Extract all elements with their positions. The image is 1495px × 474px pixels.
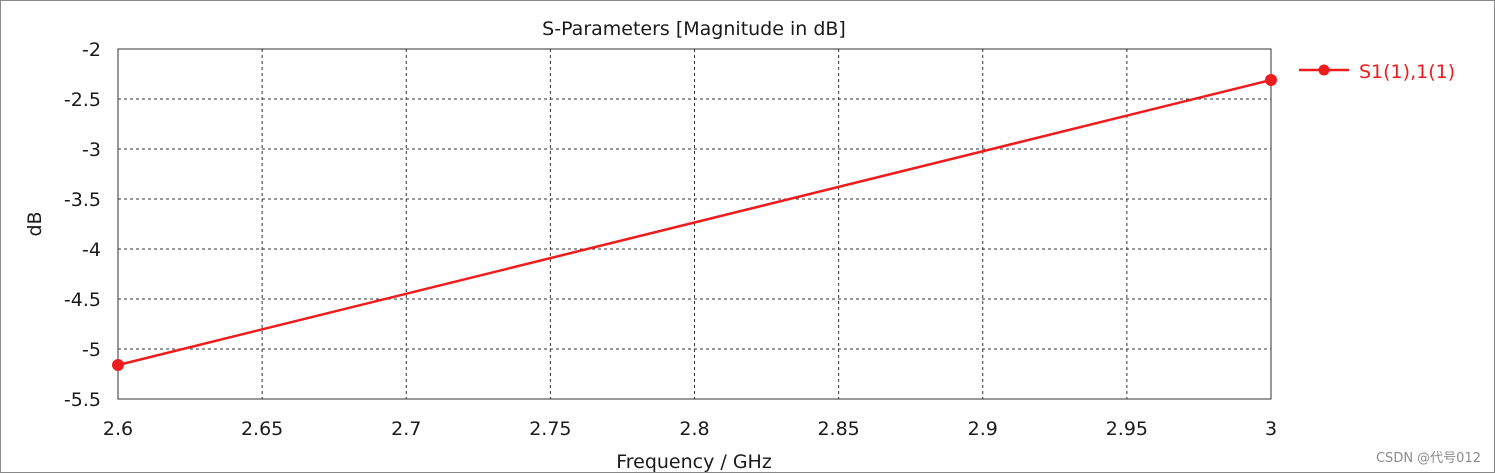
legend-entry-label: S1(1),1(1) <box>1359 61 1455 83</box>
legend[interactable]: S1(1),1(1) <box>1299 61 1455 83</box>
series-endpoint-marker <box>1265 74 1277 86</box>
chart-title: S-Parameters [Magnitude in dB] <box>542 18 846 40</box>
x-tick-label: 2.75 <box>529 418 571 440</box>
x-tick-label: 2.65 <box>241 418 283 440</box>
legend-marker <box>1318 64 1330 76</box>
x-tick-label: 2.8 <box>679 418 709 440</box>
x-tick-labels: 2.6 2.65 2.7 2.75 2.8 2.85 2.9 2.95 3 <box>103 418 1277 440</box>
y-tick-label: -2.5 <box>64 89 101 111</box>
y-axis-label: dB <box>24 211 46 236</box>
y-tick-label: -3 <box>82 139 101 161</box>
watermark: CSDN @代号012 <box>1376 451 1481 466</box>
y-tick-labels: -2 -2.5 -3 -3.5 -4 -4.5 -5 -5.5 <box>64 39 101 411</box>
series-endpoint-marker <box>112 359 124 371</box>
plot-area <box>117 48 1272 400</box>
y-tick-label: -3.5 <box>64 189 101 211</box>
x-tick-label: 2.7 <box>391 418 421 440</box>
x-tick-label: 2.95 <box>1106 418 1148 440</box>
x-tick-label: 2.6 <box>103 418 133 440</box>
series-layer <box>112 74 1277 371</box>
x-tick-label: 2.85 <box>817 418 859 440</box>
y-tick-label: -5 <box>82 339 101 361</box>
x-axis-label: Frequency / GHz <box>616 451 772 473</box>
x-tick-label: 2.9 <box>968 418 998 440</box>
y-tick-label: -2 <box>82 39 101 61</box>
series-line-s11 <box>117 78 1272 367</box>
y-tick-label: -5.5 <box>64 389 101 411</box>
grid <box>118 49 1271 399</box>
y-tick-label: -4 <box>82 239 101 261</box>
y-tick-label: -4.5 <box>64 289 101 311</box>
x-tick-label: 3 <box>1265 418 1277 440</box>
